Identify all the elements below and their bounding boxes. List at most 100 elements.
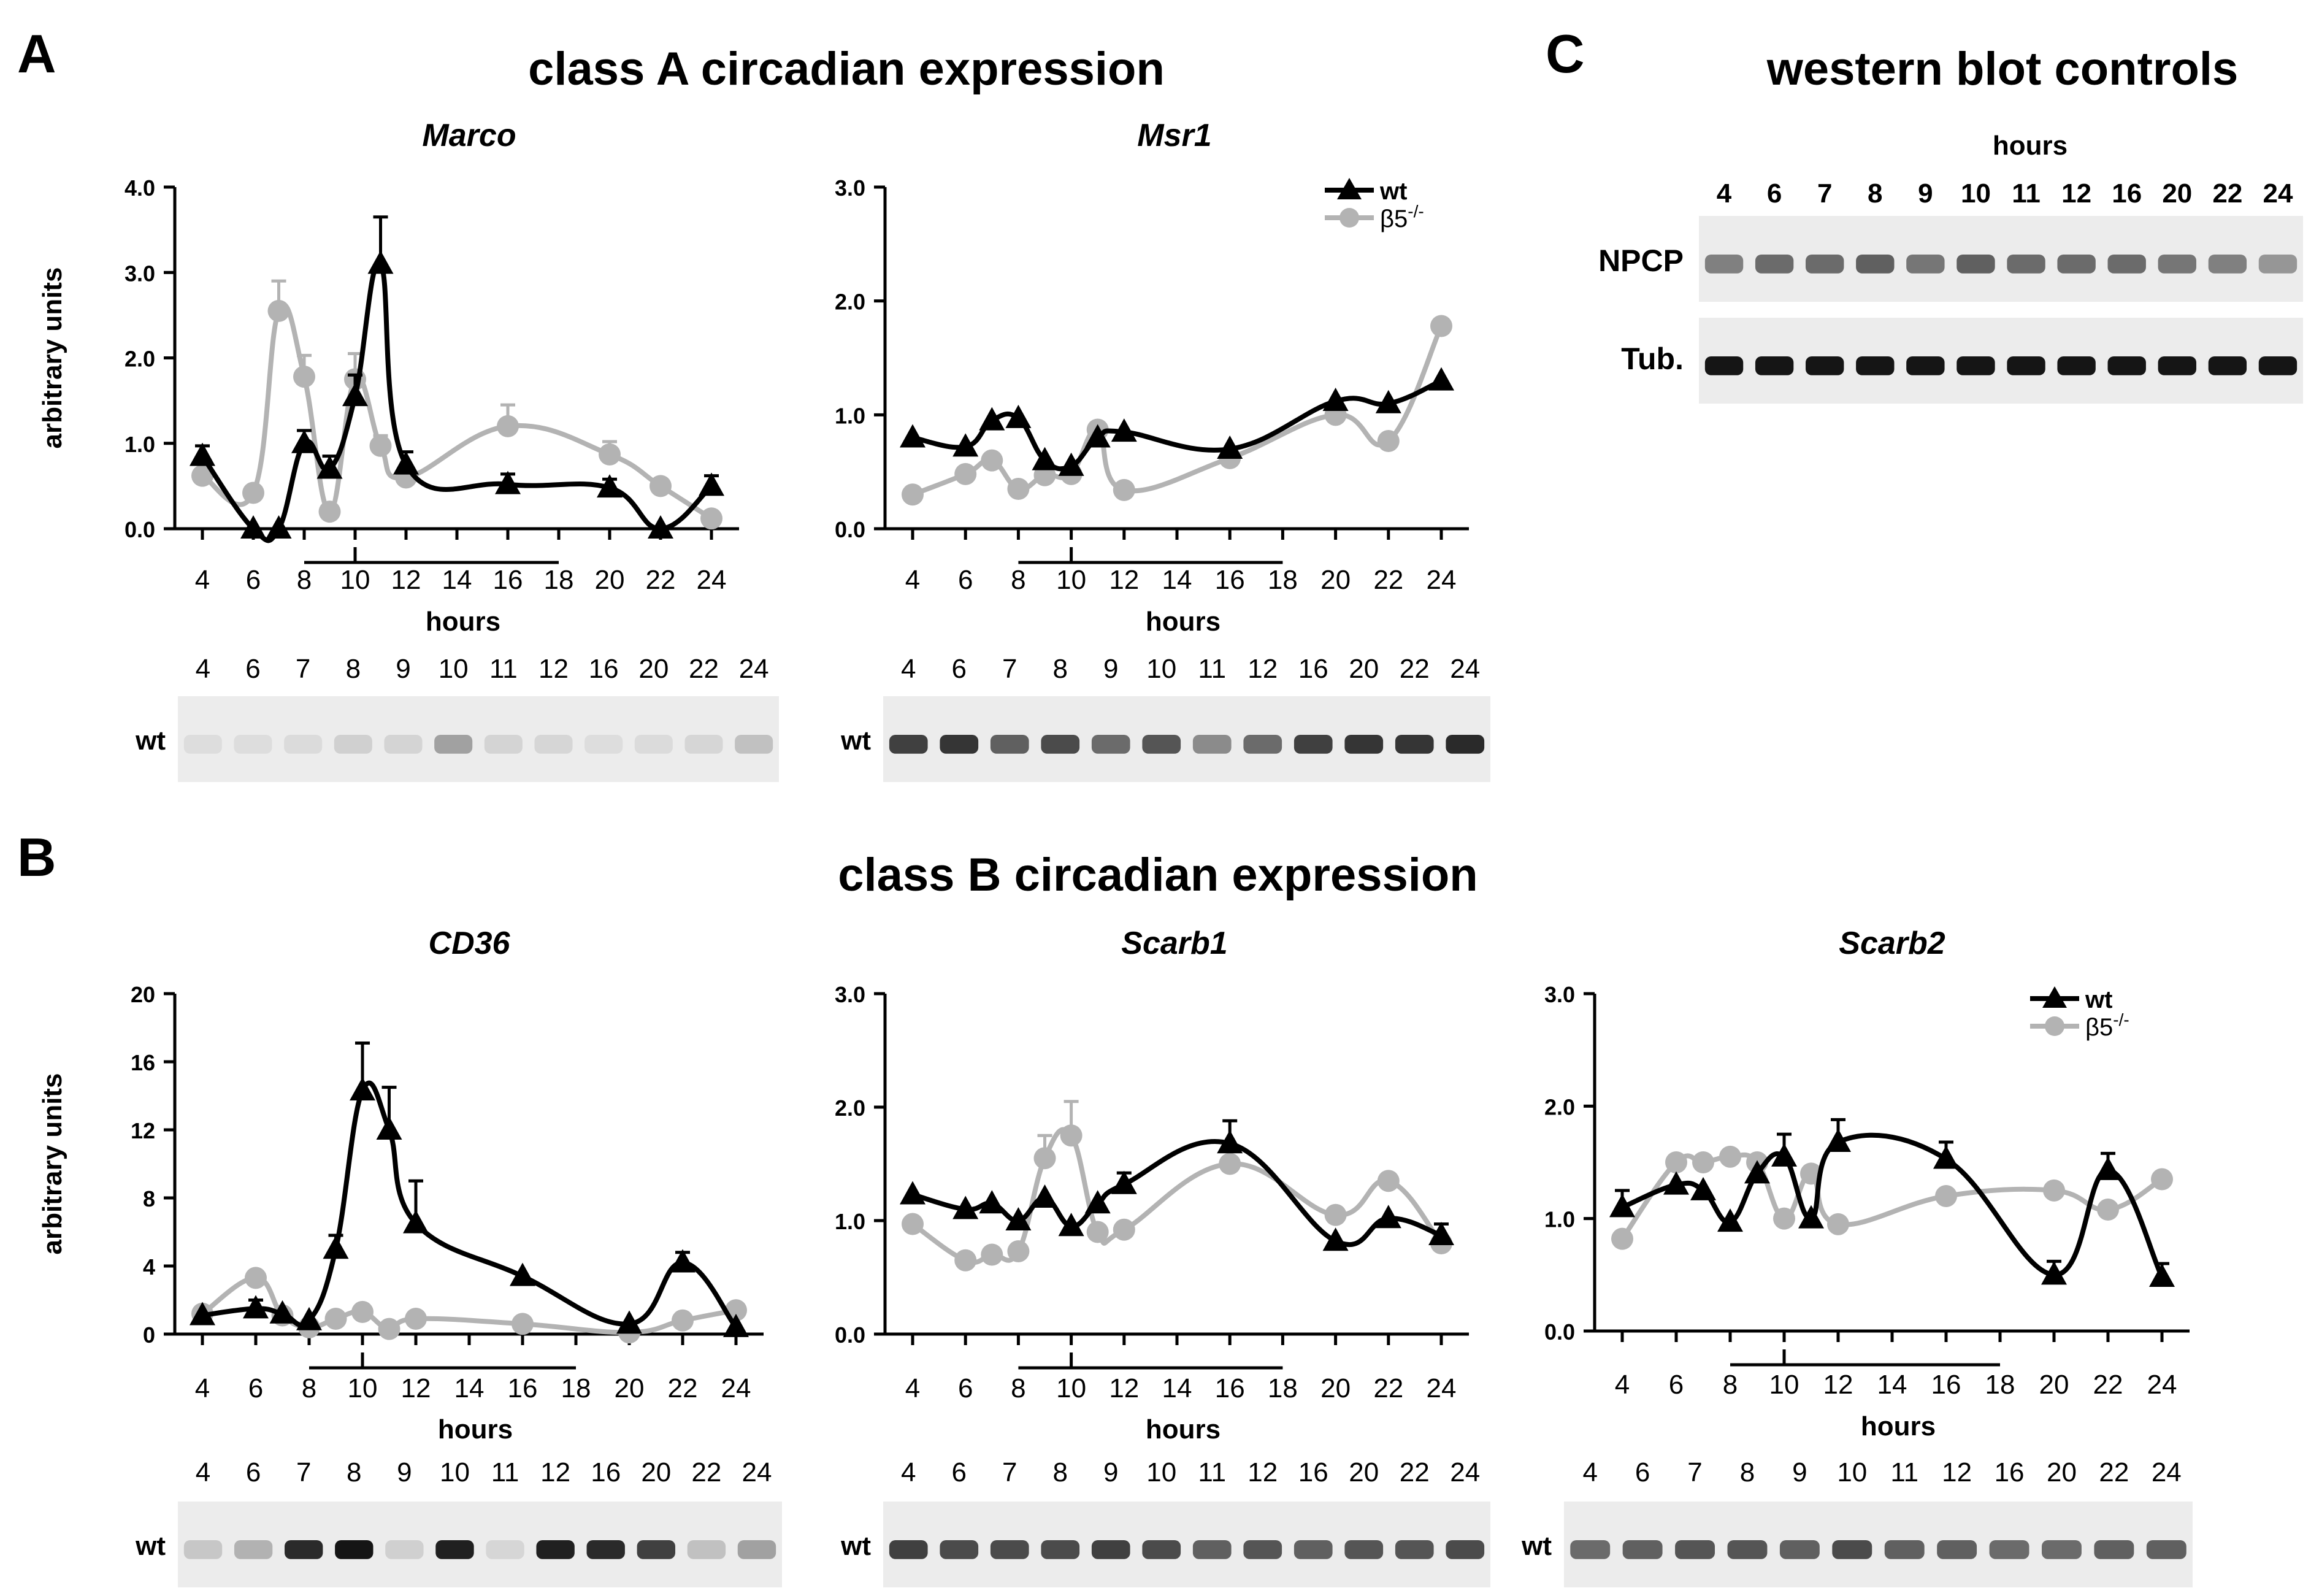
x-tick-label: 14 [442, 565, 472, 595]
data-point [1324, 1203, 1347, 1226]
blot-band [234, 1540, 273, 1559]
data-point [981, 1243, 1003, 1266]
blot-band [1142, 1540, 1181, 1559]
blot-band [285, 1540, 323, 1559]
blot-band [2057, 255, 2096, 274]
data-point [393, 451, 419, 475]
panel-b-heading: class B circadian expression [838, 849, 1477, 901]
x-tick-label: 10 [340, 565, 370, 595]
blot-band [1243, 1540, 1282, 1559]
western-blot-strip [178, 1502, 782, 1587]
data-point [1717, 1208, 1743, 1232]
blot-band [940, 735, 979, 754]
data-point [512, 1313, 534, 1335]
blot-lane-label: 9 [1103, 654, 1118, 684]
blot-band [434, 735, 473, 754]
data-point [190, 442, 215, 466]
blot-band [634, 735, 673, 754]
y-axis-label: arbitrary units [37, 1073, 67, 1255]
legend-label-ko: β5-/- [2085, 1010, 2129, 1041]
charts-layer: Marco arbitrary units 0.0 1.0 2.0 3.0 4.0 4 6 8 10… [37, 118, 2193, 1587]
x-tick-label: 22 [668, 1373, 698, 1403]
series-wt [1609, 1118, 2175, 1287]
data-point [597, 474, 623, 498]
legend-label-ko: β5-/- [1380, 202, 1424, 232]
npcp-lane-bands [1699, 216, 2303, 302]
data-point [1033, 1147, 1056, 1170]
x-tick-label: 6 [958, 565, 973, 595]
blot-band [1446, 735, 1485, 754]
blot-band [2007, 255, 2045, 274]
blot-band [637, 1540, 675, 1559]
blot-band [1832, 1540, 1872, 1559]
chart-cd36: CD36 arbitrary units 0 4 8 12 16 20 4 6 8 10 12 14 16 1… [37, 926, 782, 1587]
data-point [510, 1262, 535, 1286]
blot-band [2146, 1540, 2186, 1559]
data-point [1111, 418, 1137, 442]
blot-band [484, 735, 523, 754]
western-blot-strip-background [883, 1502, 1490, 1587]
x-axis-label: hours [1861, 1411, 1936, 1441]
blot-band [1806, 356, 1844, 375]
x-tick-label: 18 [1985, 1370, 2015, 1400]
legend-marker-ko [1339, 208, 1359, 228]
data-point [1086, 1221, 1109, 1243]
western-blot-strip-background [178, 696, 779, 782]
data-point [240, 515, 266, 539]
tubulin-blot [1699, 318, 2303, 404]
data-point [1060, 1124, 1083, 1147]
blot-band [2208, 356, 2247, 375]
blot-band [334, 735, 372, 754]
x-tick-label: 22 [1373, 565, 1403, 595]
data-point [2041, 1261, 2067, 1285]
blot-band [2007, 356, 2045, 375]
data-point [648, 515, 673, 539]
data-point [1825, 1129, 1851, 1152]
blot-band [234, 735, 272, 754]
x-tick-label: 10 [1056, 1373, 1086, 1403]
data-point [1773, 1207, 1795, 1230]
y-tick-label: 2.0 [125, 347, 155, 372]
x-axis-label: hours [1146, 607, 1221, 637]
x-tick-label: 18 [1268, 1373, 1298, 1403]
data-point [1005, 404, 1032, 428]
data-point [403, 1210, 429, 1233]
western-lane-label: 6 [1767, 178, 1782, 209]
western-blot-strip [178, 696, 779, 782]
blot-band [1989, 1540, 2029, 1559]
panel-letter-c: C [1546, 23, 1585, 84]
x-tick-label: 18 [544, 565, 574, 595]
blot-band [2042, 1540, 2082, 1559]
data-point [1217, 1130, 1243, 1154]
series-wt [190, 1041, 749, 1337]
blot-lane-label: 24 [739, 654, 769, 684]
data-point [1007, 478, 1030, 501]
y-tick-label: 12 [131, 1118, 155, 1143]
data-point [243, 1295, 269, 1319]
y-tick-label: 16 [131, 1050, 155, 1075]
data-point [1665, 1151, 1687, 1173]
blot-lane-label: 4 [196, 1457, 210, 1487]
blot-lane-label: 10 [1146, 1457, 1176, 1487]
western-lane-label: 7 [1817, 178, 1832, 209]
blot-lane-label: 6 [245, 654, 260, 684]
x-tick-label: 10 [1769, 1370, 1799, 1400]
x-tick-label: 8 [297, 565, 312, 595]
series-wt [900, 367, 1454, 476]
western-lane-label: 20 [2162, 178, 2192, 209]
blot-lane-label: 4 [1582, 1457, 1597, 1487]
panel-c-heading: western blot controls [1766, 43, 2239, 95]
blot-band [2107, 255, 2146, 274]
western-blot-strip-background [883, 696, 1490, 782]
blot-band [435, 1540, 474, 1559]
chart-title: Scarb1 [1121, 926, 1227, 961]
x-tick-label: 4 [905, 1373, 920, 1403]
blot-band [1243, 735, 1282, 754]
data-point [378, 1318, 400, 1340]
data-point [954, 1249, 977, 1272]
legend-marker-wt [2042, 986, 2067, 1008]
blot-band [1293, 1540, 1333, 1559]
blot-band [284, 735, 323, 754]
legend-marker-wt [1337, 178, 1362, 199]
